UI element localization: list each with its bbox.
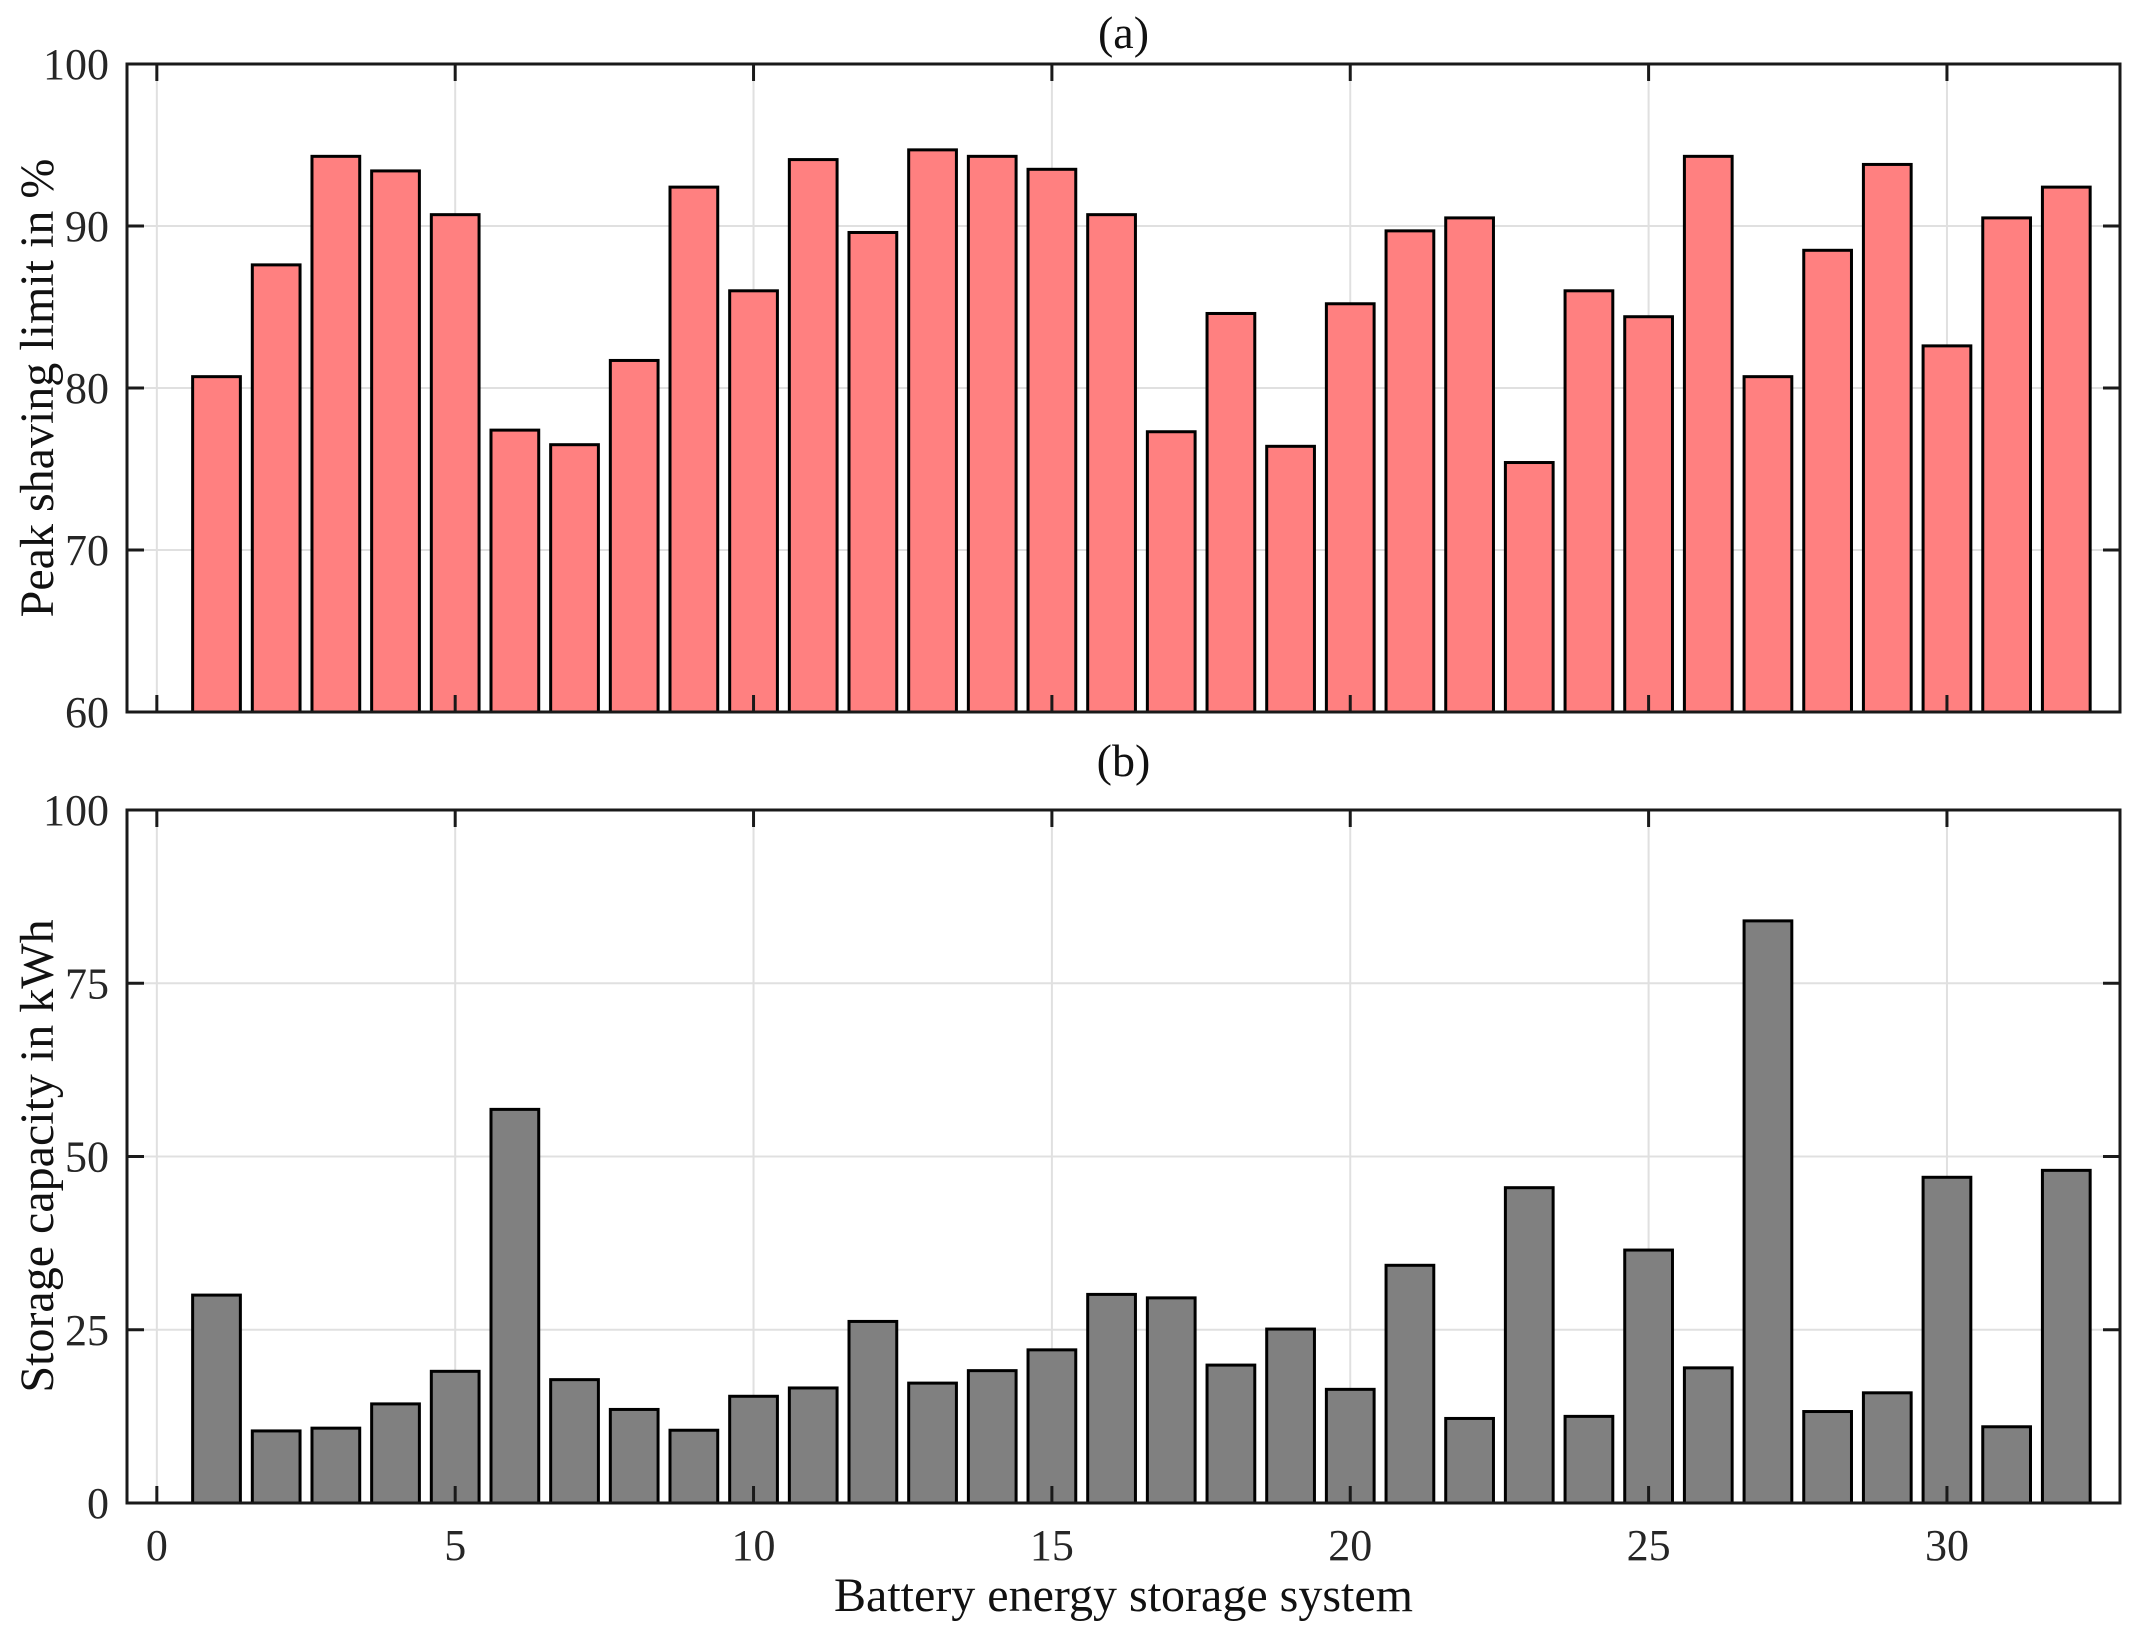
bar-panel-a-31 <box>1981 216 2032 714</box>
bar-panel-a-8 <box>608 358 660 714</box>
bar-panel-b-18 <box>1205 1363 1257 1505</box>
y-tick-label: 0 <box>87 1479 109 1528</box>
bar-panel-a-11 <box>787 158 839 714</box>
bar-panel-a-26 <box>1682 154 1734 714</box>
bar-panel-a-13 <box>907 148 958 714</box>
x-tick-label: 5 <box>444 1521 466 1570</box>
bar-panel-a-18 <box>1205 311 1257 714</box>
bar-panel-b-3 <box>310 1426 362 1505</box>
axes-frame <box>125 62 2122 714</box>
bar-panel-b-8 <box>608 1407 660 1505</box>
bar-panel-b-31 <box>1981 1425 2032 1505</box>
bar-panel-b-20 <box>1324 1387 1376 1505</box>
bar-panel-a-19 <box>1265 444 1316 714</box>
bar-panel-a-28 <box>1802 248 1853 714</box>
bar-panel-b-5 <box>429 1369 481 1505</box>
bar-panel-a-15 <box>1026 167 1078 714</box>
bar-panel-a-1 <box>191 375 242 714</box>
bar-panel-b-6 <box>489 1107 541 1505</box>
x-tick-label: 15 <box>1030 1521 1074 1570</box>
x-axis-label: Battery energy storage system <box>834 1569 1413 1622</box>
bar-panel-b-22 <box>1444 1416 1495 1505</box>
panel-a-title: (a) <box>1097 7 1150 58</box>
bar-panel-a-9 <box>668 185 720 714</box>
y-tick-label: 100 <box>43 786 109 835</box>
bar-panel-a-24 <box>1563 289 1615 714</box>
bar-panel-b-2 <box>250 1429 302 1505</box>
bar-panel-b-30 <box>1921 1175 1973 1505</box>
bar-panel-a-4 <box>370 169 421 714</box>
y-tick-label: 60 <box>65 688 109 737</box>
bar-panel-a-17 <box>1145 430 1197 714</box>
y-tick-label: 25 <box>65 1306 109 1355</box>
y-tick-label: 75 <box>65 959 109 1008</box>
x-tick-label: 30 <box>1925 1521 1969 1570</box>
y-tick-label: 50 <box>65 1133 109 1182</box>
bar-panel-a-10 <box>728 289 779 714</box>
bar-panel-b-7 <box>549 1378 600 1505</box>
bar-panel-a-14 <box>966 154 1018 714</box>
bar-panel-b-21 <box>1384 1263 1436 1505</box>
bar-panel-b-29 <box>1861 1391 1913 1505</box>
x-tick-label: 10 <box>732 1521 776 1570</box>
bar-panel-a-2 <box>250 263 302 714</box>
bar-panel-a-29 <box>1861 162 1913 714</box>
bar-panel-b-13 <box>907 1381 958 1505</box>
bar-panel-b-23 <box>1503 1186 1555 1505</box>
x-tick-label: 20 <box>1328 1521 1372 1570</box>
bar-panel-b-28 <box>1802 1410 1853 1505</box>
bar-panel-a-6 <box>489 428 541 714</box>
bar-panel-b-4 <box>370 1402 421 1505</box>
bar-panel-a-7 <box>549 443 600 714</box>
y-tick-label: 100 <box>43 40 109 89</box>
bar-panel-a-32 <box>2040 185 2092 714</box>
bar-panel-b-14 <box>966 1369 1018 1505</box>
bar-panel-b-25 <box>1623 1248 1674 1505</box>
bar-panel-a-21 <box>1384 229 1436 714</box>
bar-panel-b-32 <box>2040 1168 2092 1505</box>
bar-panel-a-27 <box>1742 375 1794 714</box>
bar-panel-b-12 <box>847 1319 899 1505</box>
panel-b-title: (b) <box>1096 735 1151 786</box>
x-tick-label: 25 <box>1627 1521 1671 1570</box>
bar-panel-b-15 <box>1026 1348 1078 1505</box>
bar-panel-b-27 <box>1742 919 1794 1505</box>
bar-panel-b-9 <box>668 1428 720 1505</box>
y-tick-label: 80 <box>65 364 109 413</box>
bar-panel-a-30 <box>1921 344 1973 714</box>
bar-panel-b-16 <box>1086 1292 1137 1505</box>
bar-panel-a-25 <box>1623 315 1674 714</box>
bar-panel-b-1 <box>191 1293 242 1505</box>
axes-frame <box>125 808 2122 1505</box>
bar-panel-a-5 <box>429 213 481 714</box>
bar-panel-a-3 <box>310 154 362 714</box>
x-tick-label: 0 <box>146 1521 168 1570</box>
bar-panel-b-24 <box>1563 1414 1615 1505</box>
y-tick-label: 90 <box>65 202 109 251</box>
bar-panel-a-16 <box>1086 213 1137 714</box>
bar-panel-b-19 <box>1265 1327 1316 1505</box>
bar-panel-a-20 <box>1324 302 1376 714</box>
y-tick-label: 70 <box>65 526 109 575</box>
bar-panel-b-26 <box>1682 1366 1734 1505</box>
bar-panel-b-17 <box>1145 1296 1197 1505</box>
bar-panel-a-22 <box>1444 216 1495 714</box>
bar-panel-b-11 <box>787 1386 839 1505</box>
bar-panel-a-23 <box>1503 461 1555 714</box>
bar-panel-a-12 <box>847 230 899 714</box>
